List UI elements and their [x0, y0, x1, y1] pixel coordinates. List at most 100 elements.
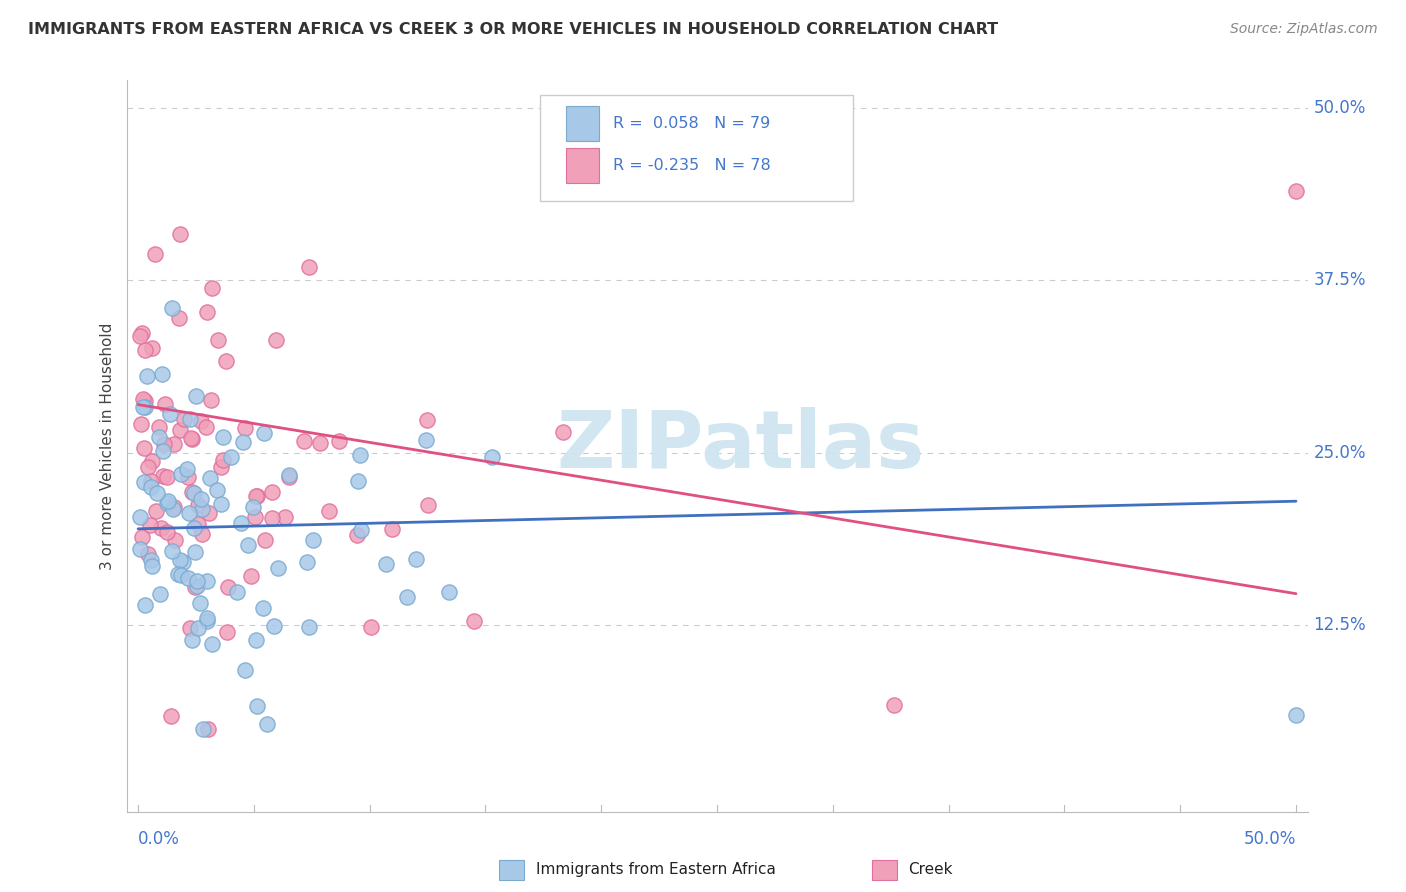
Point: [134, 393, 156, 408]
Point: [360, 620, 382, 634]
Point: [263, 619, 285, 633]
Point: [380, 522, 402, 536]
Text: 0.0%: 0.0%: [138, 830, 180, 848]
Point: [183, 521, 205, 535]
Point: [191, 722, 214, 736]
Point: [136, 547, 159, 561]
Point: [149, 587, 172, 601]
Point: [162, 301, 184, 315]
Point: [162, 436, 184, 450]
Point: [245, 632, 267, 647]
Point: [156, 525, 179, 540]
Text: 37.5%: 37.5%: [1313, 271, 1367, 289]
Point: [148, 430, 170, 444]
Point: [395, 590, 418, 604]
Point: [176, 461, 198, 475]
Point: [139, 517, 162, 532]
Point: [152, 469, 174, 483]
Point: [141, 341, 163, 355]
Point: [292, 434, 315, 448]
Point: [349, 448, 371, 462]
Point: [180, 633, 202, 648]
Point: [198, 506, 221, 520]
Point: [226, 585, 249, 599]
Point: [184, 389, 207, 403]
Point: [179, 621, 201, 635]
Text: ZIPatlas: ZIPatlas: [557, 407, 925, 485]
Point: [169, 553, 191, 567]
Point: [346, 474, 368, 488]
Point: [186, 574, 208, 589]
Point: [177, 506, 200, 520]
Point: [145, 504, 167, 518]
Point: [252, 600, 274, 615]
Point: [156, 496, 179, 510]
Point: [346, 528, 368, 542]
Point: [134, 598, 156, 612]
Point: [212, 430, 235, 444]
Point: [195, 420, 218, 434]
Point: [405, 552, 427, 566]
Point: [252, 425, 274, 440]
Point: [188, 596, 211, 610]
Point: [328, 434, 350, 448]
Point: [298, 260, 321, 275]
Point: [129, 417, 152, 432]
Point: [162, 544, 184, 558]
Point: [308, 435, 330, 450]
Point: [221, 450, 243, 464]
Point: [195, 611, 218, 625]
Point: [190, 491, 212, 506]
Text: Source: ZipAtlas.com: Source: ZipAtlas.com: [1230, 22, 1378, 37]
Point: [553, 425, 575, 439]
Point: [150, 368, 173, 382]
Point: [187, 621, 209, 635]
Point: [132, 401, 155, 415]
Point: [129, 328, 152, 343]
Point: [233, 420, 256, 434]
Point: [1285, 708, 1308, 723]
Point: [240, 569, 263, 583]
Point: [179, 412, 201, 426]
Point: [180, 431, 202, 445]
Y-axis label: 3 or more Vehicles in Household: 3 or more Vehicles in Household: [100, 322, 115, 570]
Point: [212, 452, 235, 467]
Bar: [565, 147, 599, 183]
Point: [173, 411, 195, 425]
Point: [209, 498, 232, 512]
Text: Creek: Creek: [908, 863, 953, 877]
Point: [232, 434, 254, 449]
Point: [229, 516, 252, 530]
Point: [132, 441, 155, 455]
Point: [184, 545, 207, 559]
Point: [246, 699, 269, 714]
Point: [141, 480, 163, 494]
Point: [233, 664, 256, 678]
Point: [177, 470, 200, 484]
Point: [201, 637, 224, 651]
Point: [350, 523, 373, 537]
Bar: [565, 105, 599, 141]
Point: [201, 281, 224, 295]
Point: [131, 326, 153, 341]
Point: [129, 541, 152, 556]
Point: [191, 502, 214, 516]
Point: [187, 517, 209, 532]
Point: [167, 310, 190, 325]
Point: [134, 475, 156, 489]
Point: [267, 561, 290, 575]
Text: R =  0.058   N = 79: R = 0.058 N = 79: [613, 116, 770, 130]
Point: [139, 553, 162, 567]
Point: [375, 558, 398, 572]
Point: [172, 556, 194, 570]
Point: [156, 470, 179, 484]
Point: [195, 304, 218, 318]
Point: [159, 407, 181, 421]
Point: [163, 500, 186, 514]
Text: Immigrants from Eastern Africa: Immigrants from Eastern Africa: [536, 863, 776, 877]
Point: [190, 414, 212, 428]
FancyBboxPatch shape: [540, 95, 853, 201]
Text: R = -0.235   N = 78: R = -0.235 N = 78: [613, 158, 770, 173]
Point: [160, 709, 183, 723]
Point: [155, 397, 177, 411]
